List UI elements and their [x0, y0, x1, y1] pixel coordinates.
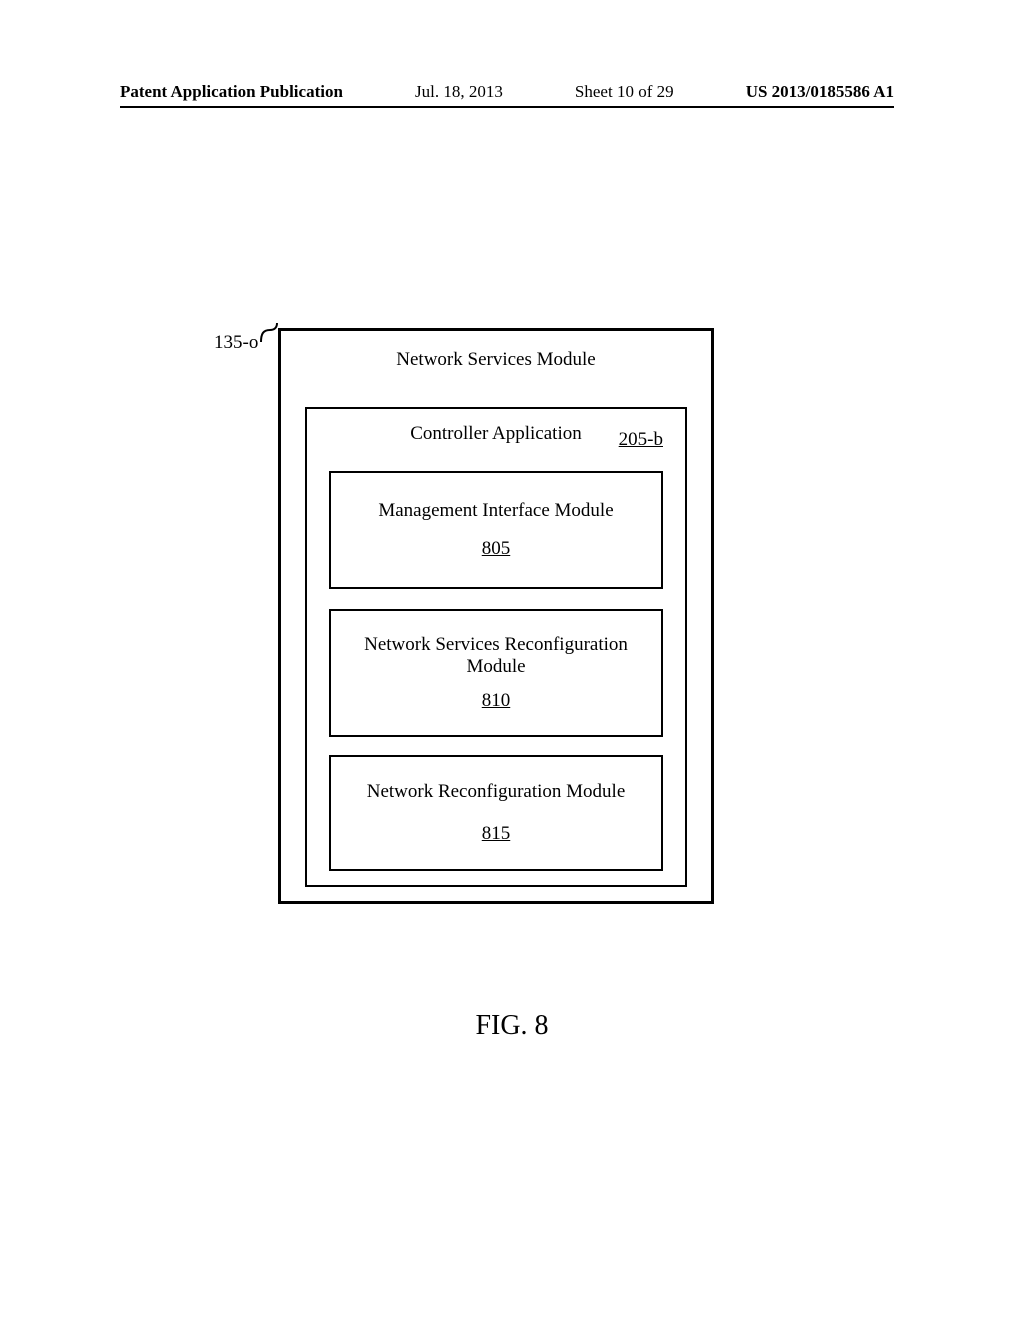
header-pubno: US 2013/0185586 A1 — [746, 82, 894, 102]
header-left: Patent Application Publication — [120, 82, 343, 102]
network-services-reconfiguration-module-box: Network Services Reconfiguration Module … — [329, 609, 663, 737]
page-header: Patent Application Publication Jul. 18, … — [120, 82, 894, 102]
module-ref: 805 — [482, 538, 511, 560]
management-interface-module-box: Management Interface Module 805 — [329, 471, 663, 589]
header-date: Jul. 18, 2013 — [415, 82, 503, 102]
lead-line-icon — [260, 322, 278, 344]
module-label: Management Interface Module — [378, 500, 613, 522]
header-sheet: Sheet 10 of 29 — [575, 82, 674, 102]
network-services-module-box: Network Services Module Controller Appli… — [278, 328, 714, 904]
controller-ref: 205-b — [619, 429, 663, 451]
module-label: Network Reconfiguration Module — [367, 781, 626, 803]
module-label: Network Services Reconfiguration Module — [339, 634, 653, 678]
figure-label: FIG. 8 — [0, 1010, 1024, 1042]
outer-box-title: Network Services Module — [281, 349, 711, 371]
outer-ref-label: 135-o — [214, 332, 258, 354]
module-ref: 815 — [482, 823, 511, 845]
controller-application-box: Controller Application 205-b Management … — [305, 407, 687, 887]
header-rule — [120, 106, 894, 108]
module-ref: 810 — [482, 690, 511, 712]
network-reconfiguration-module-box: Network Reconfiguration Module 815 — [329, 755, 663, 871]
diagram: Network Services Module Controller Appli… — [278, 328, 714, 904]
